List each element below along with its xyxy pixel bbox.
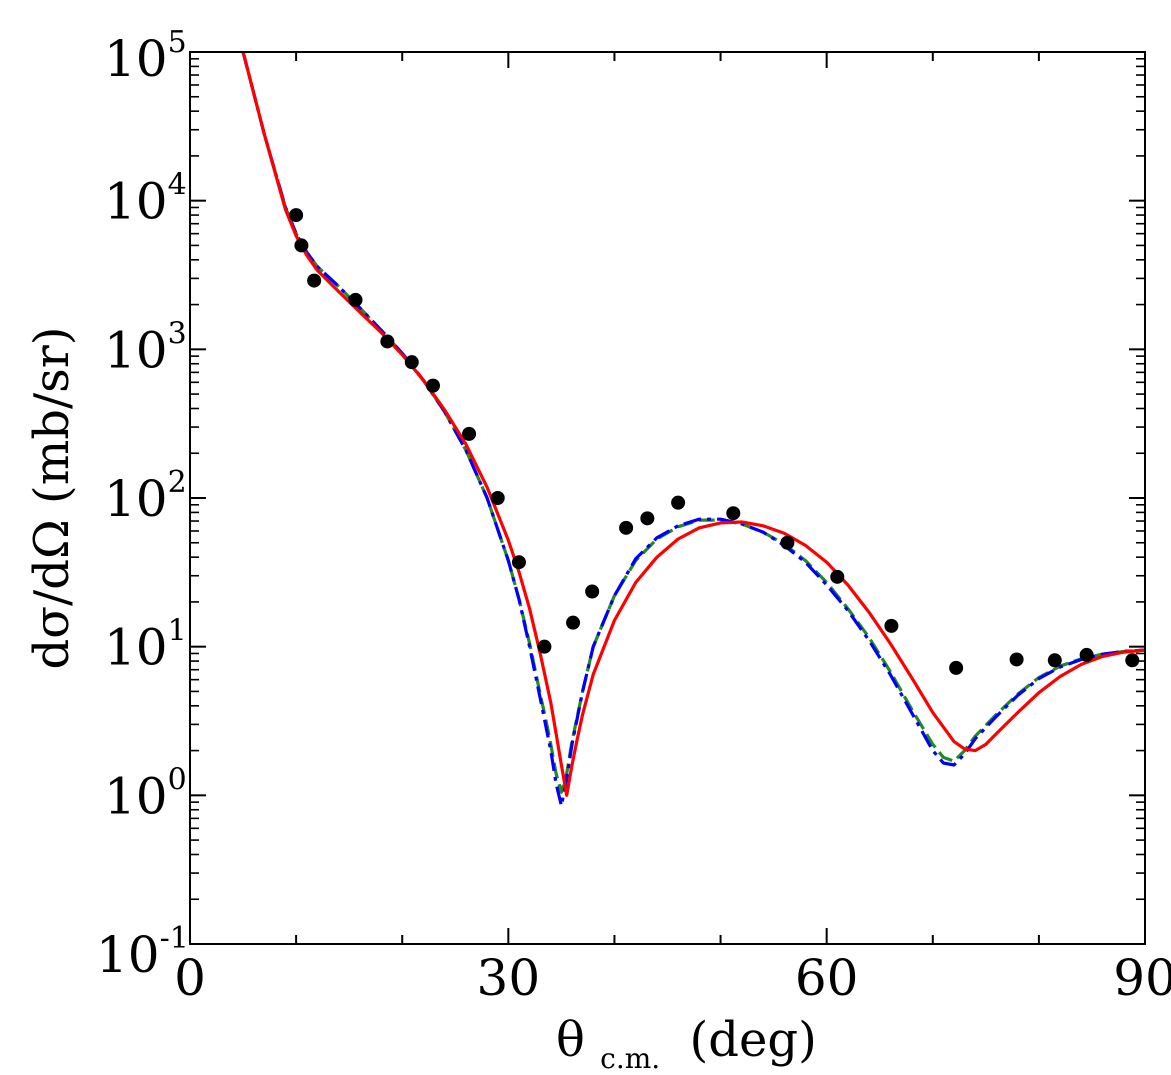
x-tick-label: 90 — [1113, 949, 1171, 1007]
y-tick-exponent: 3 — [168, 316, 187, 351]
series-line-dashdot — [241, 52, 1145, 808]
data-point — [511, 555, 526, 570]
data-point — [884, 618, 899, 633]
y-axis-title: dσ/dΩ (mb/sr) — [24, 327, 80, 670]
x-axis-title-symbol: θ — [556, 1012, 585, 1068]
data-point — [1125, 653, 1140, 668]
x-tick-label: 60 — [795, 949, 859, 1007]
data-points — [289, 208, 1140, 675]
data-point — [619, 520, 634, 535]
y-tick-label: 102 — [104, 465, 187, 528]
y-tick-exponent: 1 — [168, 614, 187, 649]
y-tick-base: 10 — [104, 321, 168, 379]
data-point — [289, 208, 304, 223]
axis-ticks — [189, 51, 1146, 945]
data-point — [1079, 647, 1094, 662]
y-tick-exponent: 0 — [168, 762, 187, 797]
data-point — [726, 506, 741, 521]
data-point — [671, 495, 686, 510]
x-tick-label: 0 — [174, 949, 206, 1007]
data-point — [294, 238, 309, 253]
data-point — [404, 355, 419, 370]
y-tick-base: 10 — [104, 30, 168, 88]
y-tick-base: 10 — [104, 767, 168, 825]
data-point — [380, 334, 395, 349]
y-tick-label: 105 — [104, 25, 187, 88]
curves — [241, 52, 1145, 808]
y-tick-base: 10 — [104, 470, 168, 528]
data-point — [462, 426, 477, 441]
series-line-dashed — [241, 52, 1145, 794]
y-tick-base: 10 — [96, 926, 160, 984]
y-tick-label: 104 — [104, 168, 187, 231]
data-point — [585, 584, 600, 599]
y-tick-base: 10 — [104, 619, 168, 677]
y-tick-exponent: 2 — [168, 465, 187, 500]
data-point — [425, 378, 440, 393]
x-axis-title-subscript: c.m. — [600, 1042, 660, 1075]
x-axis-title-unit: (deg) — [689, 1012, 816, 1068]
data-point — [780, 535, 795, 550]
y-tick-exponent: -1 — [160, 921, 189, 956]
y-tick-label: 103 — [104, 316, 187, 379]
series-line-solid — [241, 52, 1145, 797]
data-point — [566, 615, 581, 630]
y-tick-label: 100 — [104, 762, 187, 825]
data-point — [348, 292, 363, 307]
y-tick-exponent: 4 — [168, 168, 187, 203]
data-point — [1009, 652, 1024, 667]
x-tick-label: 30 — [477, 949, 541, 1007]
data-point — [307, 273, 322, 288]
x-axis-title: θ c.m. (deg) — [556, 1012, 817, 1075]
plot-frame — [189, 51, 1146, 945]
y-tick-label: 10-1 — [96, 921, 189, 984]
data-point — [537, 639, 552, 654]
data-point — [830, 569, 845, 584]
y-tick-exponent: 5 — [168, 25, 187, 60]
data-point — [490, 491, 505, 505]
data-point — [949, 660, 964, 675]
y-tick-base: 10 — [104, 173, 168, 231]
y-tick-label: 101 — [104, 614, 187, 677]
data-point — [1047, 653, 1062, 668]
data-point — [640, 511, 655, 526]
